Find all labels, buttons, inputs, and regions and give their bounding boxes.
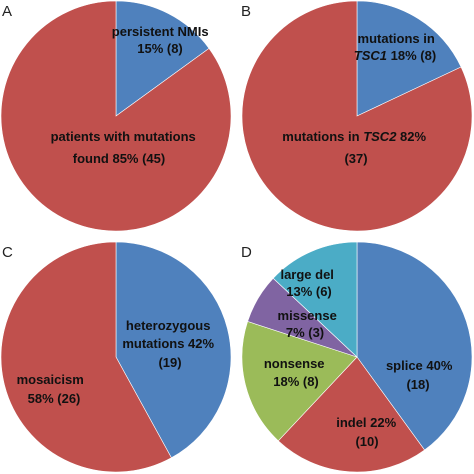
slice-indel bbox=[277, 356, 426, 473]
label-splice: splice 40% (18) bbox=[386, 358, 456, 392]
label-tsc2-value: 82% bbox=[400, 129, 426, 144]
slice-persistent-nmis bbox=[115, 0, 210, 117]
label-tsc2-prefix: mutations in bbox=[282, 129, 359, 144]
label-large-del: large del 13% (6) bbox=[280, 267, 337, 299]
slice-nonsense bbox=[241, 321, 358, 442]
label-large-del-line1: large del bbox=[280, 267, 333, 282]
label-persistent-nmis-line1: persistent NMIs bbox=[112, 24, 209, 39]
panel-letter-d: D bbox=[241, 244, 252, 261]
label-patients-line2: found 85% (45) bbox=[73, 151, 165, 166]
slice-large-del bbox=[272, 241, 358, 358]
label-hetero-line3: (19) bbox=[158, 355, 181, 370]
label-persistent-nmis-line2: 15% (8) bbox=[137, 41, 183, 56]
panel-letter-a: A bbox=[2, 3, 12, 20]
slice-heterozygous-mutations bbox=[115, 241, 232, 459]
panel-a: A persistent NMIs 15% (8) patients with … bbox=[0, 0, 232, 232]
panel-d: D splice 40% (18) indel 22% (10) nonsens… bbox=[241, 241, 473, 473]
label-indel: indel 22% (10) bbox=[336, 415, 400, 449]
label-tsc2-gene: TSC2 bbox=[363, 129, 397, 144]
label-tsc1-line1: mutations in bbox=[358, 31, 435, 46]
label-tsc1-line2: TSC1 18% (8) bbox=[354, 48, 436, 63]
label-tsc1-gene: TSC1 bbox=[354, 48, 387, 63]
panel-b: B mutations in TSC1 18% (8) mutations in… bbox=[241, 0, 473, 232]
label-indel-line2: (10) bbox=[355, 434, 378, 449]
label-mutations-tsc1: mutations in TSC1 18% (8) bbox=[354, 31, 439, 63]
label-persistent-nmis: persistent NMIs 15% (8) bbox=[112, 24, 212, 56]
slice-mutations-tsc1 bbox=[356, 0, 462, 117]
label-hetero-line2: mutations 42% bbox=[122, 336, 214, 351]
label-patients-line1: patients with mutations bbox=[51, 129, 196, 144]
panel-letter-c: C bbox=[2, 244, 13, 261]
label-large-del-line2: 13% (6) bbox=[286, 284, 332, 299]
label-mosaicism-line2: 58% (26) bbox=[28, 391, 81, 406]
label-missense-line1: missense bbox=[278, 308, 337, 323]
label-heterozygous-mutations: heterozygous mutations 42% (19) bbox=[122, 318, 217, 370]
label-nonsense-line1: nonsense bbox=[264, 356, 325, 371]
label-mosaicism-line1: mosaicism bbox=[17, 372, 84, 387]
slice-splice bbox=[356, 241, 473, 451]
label-nonsense-line2: 18% (8) bbox=[273, 374, 319, 389]
slice-mutations-tsc2 bbox=[241, 0, 473, 232]
label-mutations-tsc2: mutations in TSC2 82% (37) bbox=[282, 129, 429, 166]
label-missense: missense 7% (3) bbox=[278, 308, 341, 340]
label-hetero-line1: heterozygous bbox=[126, 318, 211, 333]
label-tsc2-line1: mutations in TSC2 82% bbox=[282, 129, 426, 144]
label-missense-line2: 7% (3) bbox=[286, 325, 324, 340]
slice-mosaicism bbox=[0, 241, 172, 473]
slice-patients-with-mutations bbox=[0, 0, 232, 232]
label-splice-line2: (18) bbox=[406, 377, 429, 392]
panel-c: C heterozygous mutations 42% (19) mosaic… bbox=[0, 241, 232, 473]
label-tsc1-value: 18% (8) bbox=[391, 48, 437, 63]
label-indel-line1: indel 22% bbox=[336, 415, 396, 430]
label-splice-line1: splice 40% bbox=[386, 358, 453, 373]
panel-letter-b: B bbox=[241, 3, 251, 20]
label-mosaicism: mosaicism 58% (26) bbox=[17, 372, 88, 406]
label-patients-with-mutations: patients with mutations found 85% (45) bbox=[51, 129, 200, 166]
label-nonsense: nonsense 18% (8) bbox=[264, 356, 328, 389]
label-tsc2-line2: (37) bbox=[344, 151, 367, 166]
